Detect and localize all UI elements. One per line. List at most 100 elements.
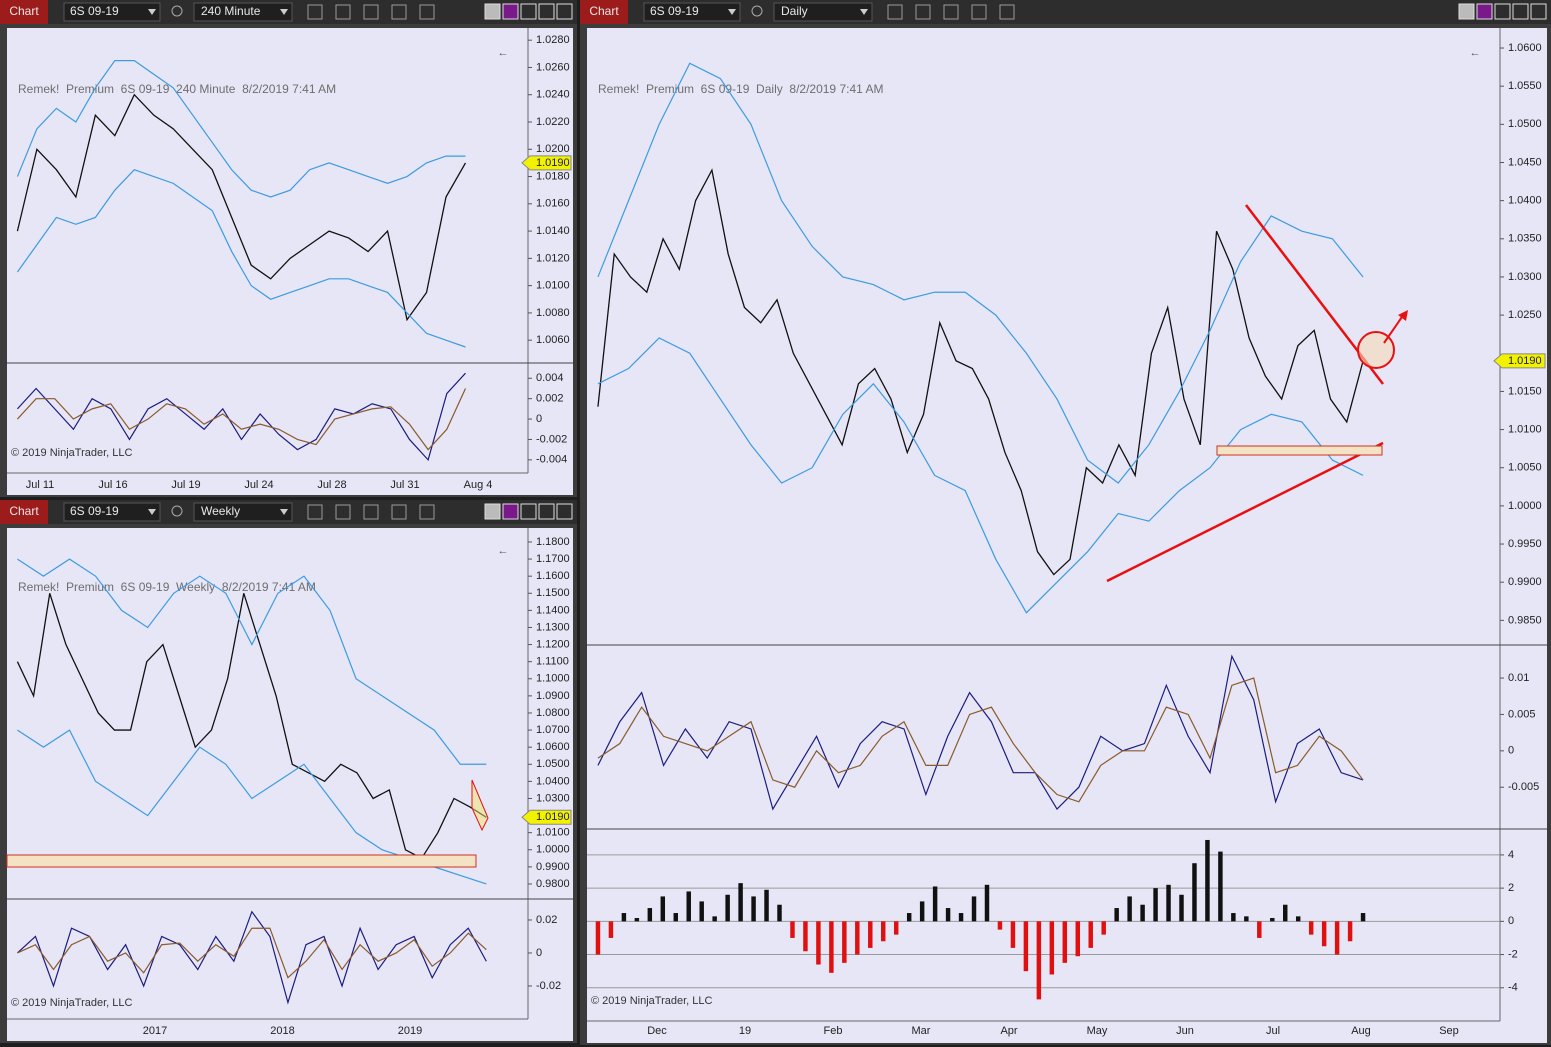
histogram-bar [842, 921, 847, 963]
series-line [597, 654, 1364, 811]
series-line [597, 62, 1364, 484]
y-tick-label: 1.0060 [536, 334, 570, 346]
histogram-bar [1334, 921, 1340, 955]
toolbar-tool[interactable] [307, 4, 323, 20]
instrument-dropdown[interactable] [63, 2, 161, 22]
histogram-bar [958, 913, 964, 922]
window-control[interactable] [502, 3, 519, 20]
copyright: © 2019 NinjaTrader, LLC [591, 995, 712, 1007]
y-tick-label: 1.0120 [536, 252, 570, 264]
x-tick-label: 19 [739, 1025, 751, 1037]
toolbar-tool[interactable] [391, 4, 407, 20]
histogram-bar [647, 908, 653, 922]
window-control[interactable] [1458, 3, 1475, 20]
window-control[interactable] [538, 503, 555, 520]
y-tick-label: 0.9900 [536, 861, 570, 873]
window-control[interactable] [520, 3, 537, 20]
chart-button[interactable] [580, 0, 628, 24]
window-control[interactable] [1476, 3, 1493, 20]
window-control[interactable] [520, 503, 537, 520]
y-tick-label: 1.0400 [536, 775, 570, 787]
x-tick-label: Sep [1439, 1025, 1459, 1037]
chart-button[interactable] [0, 0, 48, 24]
y-tick-label: 1.0180 [536, 170, 570, 182]
chart-label: Chart [9, 504, 39, 518]
toolbar-tool[interactable] [419, 504, 435, 520]
histogram-bar [1075, 921, 1080, 957]
histogram-bar [855, 921, 860, 955]
chart-header: Remek! Premium 6S 09-19 Weekly 8/2/2019 … [18, 580, 316, 594]
y-tick-label: 1.1600 [536, 570, 570, 582]
dropdown-arrow [280, 9, 288, 15]
toolbar-tool[interactable] [363, 504, 379, 520]
window-control[interactable] [556, 503, 573, 520]
window-control[interactable] [556, 3, 573, 20]
chart-button[interactable] [0, 500, 48, 524]
toolbar-tool[interactable] [943, 4, 959, 20]
back-arrow[interactable]: ← [498, 47, 509, 59]
toolbar [580, 0, 1551, 24]
search-icon[interactable] [751, 5, 763, 17]
toolbar-tool[interactable] [999, 4, 1015, 20]
search-icon[interactable] [171, 5, 183, 17]
window-control[interactable] [538, 3, 555, 20]
arrow-head [1398, 310, 1408, 321]
x-tick-label: Dec [647, 1025, 667, 1037]
y-tick-label: 1.0260 [536, 61, 570, 73]
histogram-bar [1295, 916, 1301, 922]
y-tick-label: 1.0700 [536, 724, 570, 736]
y-tick-label: 1.0800 [536, 707, 570, 719]
window-control[interactable] [484, 503, 501, 520]
back-arrow[interactable]: ← [1470, 47, 1481, 59]
series-line [16, 372, 466, 462]
back-arrow[interactable]: ← [498, 545, 509, 557]
histogram-bar [1101, 921, 1106, 935]
search-icon[interactable] [171, 505, 183, 517]
histogram-bar [919, 901, 925, 922]
instrument-dropdown[interactable] [63, 502, 161, 522]
x-tick-label: Jul 11 [26, 479, 55, 491]
toolbar-tool[interactable] [419, 4, 435, 20]
window-control[interactable] [502, 503, 519, 520]
y-tick-label: -0.005 [1508, 781, 1539, 793]
histogram-bar [790, 921, 795, 938]
toolbar-tool[interactable] [335, 504, 351, 520]
series-line [17, 910, 487, 1005]
toolbar-tool[interactable] [307, 504, 323, 520]
x-tick-label: Jul 16 [98, 479, 127, 491]
toolbar-tool[interactable] [971, 4, 987, 20]
window-control[interactable] [484, 3, 501, 20]
y-tick-label: 1.0140 [536, 225, 570, 237]
x-tick-label: Jul 19 [171, 479, 200, 491]
interval-dropdown[interactable] [773, 2, 873, 22]
y-tick-label: 1.0240 [536, 89, 570, 101]
toolbar-tool[interactable] [391, 504, 407, 520]
last-price-tag [1493, 353, 1546, 369]
histogram-bar [751, 896, 756, 922]
toolbar-tool[interactable] [335, 4, 351, 20]
y-tick-label: 0.9850 [1508, 614, 1542, 626]
toolbar-tool[interactable] [887, 4, 903, 20]
interval-dropdown[interactable] [193, 2, 293, 22]
window-control[interactable] [1494, 3, 1511, 20]
histogram-bar [1270, 918, 1275, 922]
window-control[interactable] [1530, 3, 1547, 20]
toolbar-tool[interactable] [363, 4, 379, 20]
histogram-bar [660, 896, 666, 922]
dropdown-arrow [860, 9, 868, 15]
histogram-bar [1231, 913, 1236, 922]
weekly-triangle [471, 779, 489, 832]
interval-dropdown[interactable] [193, 502, 293, 522]
histogram-bar [1049, 921, 1055, 975]
last-price-label: 1.0190 [536, 811, 570, 823]
instrument: 6S 09-19 [70, 504, 119, 518]
y-tick-label: 1.0300 [1508, 271, 1542, 283]
y-tick-label: 0.9950 [1508, 538, 1542, 550]
window-control[interactable] [1512, 3, 1529, 20]
histogram-bar [686, 891, 691, 922]
y-tick-label: 1.0900 [536, 690, 570, 702]
toolbar-tool[interactable] [915, 4, 931, 20]
instrument-dropdown[interactable] [643, 2, 741, 22]
last-price-label: 1.0190 [1508, 355, 1542, 367]
histogram-bar [1088, 921, 1093, 948]
